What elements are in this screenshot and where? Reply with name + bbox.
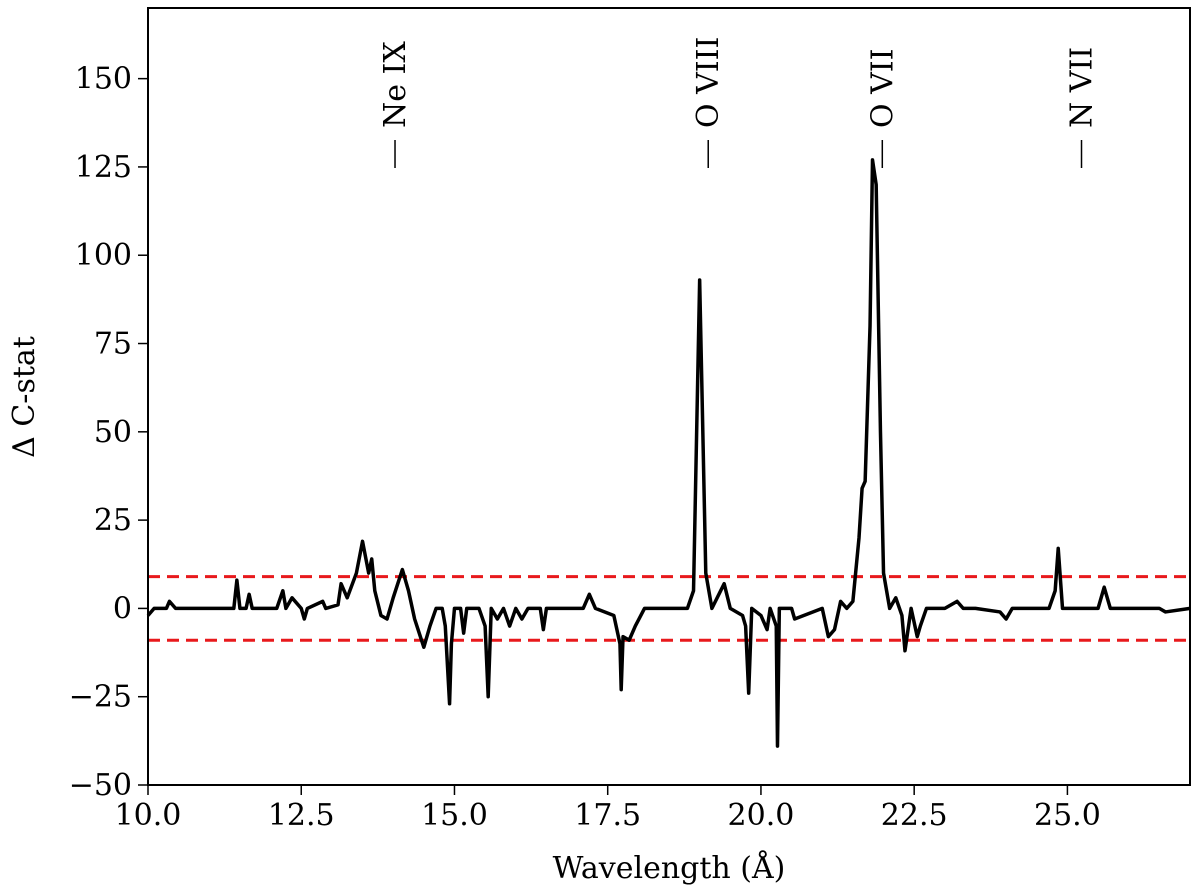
y-tick-label: 125 <box>75 150 132 185</box>
x-tick-label: 15.0 <box>421 798 488 833</box>
annotation: O VIII <box>691 37 726 128</box>
x-tick-label: 10.0 <box>115 798 182 833</box>
annotation: O VII <box>865 49 900 129</box>
y-tick-label: −50 <box>69 768 132 803</box>
y-tick-label: 0 <box>113 591 132 626</box>
y-tick-label: 150 <box>75 62 132 97</box>
annotation: N VII <box>1065 47 1100 128</box>
x-tick-label: 17.5 <box>574 798 641 833</box>
y-tick-label: −25 <box>69 680 132 715</box>
plot-frame <box>147 7 1191 786</box>
y-tick-label: 50 <box>94 415 132 450</box>
x-tick-label: 20.0 <box>728 798 795 833</box>
y-tick-label: 75 <box>94 327 132 362</box>
x-tick-label: 22.5 <box>881 798 948 833</box>
x-axis-label: Wavelength (Å) <box>553 850 786 886</box>
x-tick-label: 12.5 <box>268 798 335 833</box>
data-line <box>146 158 1191 748</box>
x-tick-label: 25.0 <box>1034 798 1101 833</box>
y-axis-label: Δ C-stat <box>7 336 42 458</box>
annotation: Ne IX <box>378 41 413 128</box>
y-tick-label: 25 <box>94 503 132 538</box>
y-tick-label: 100 <box>75 238 132 273</box>
